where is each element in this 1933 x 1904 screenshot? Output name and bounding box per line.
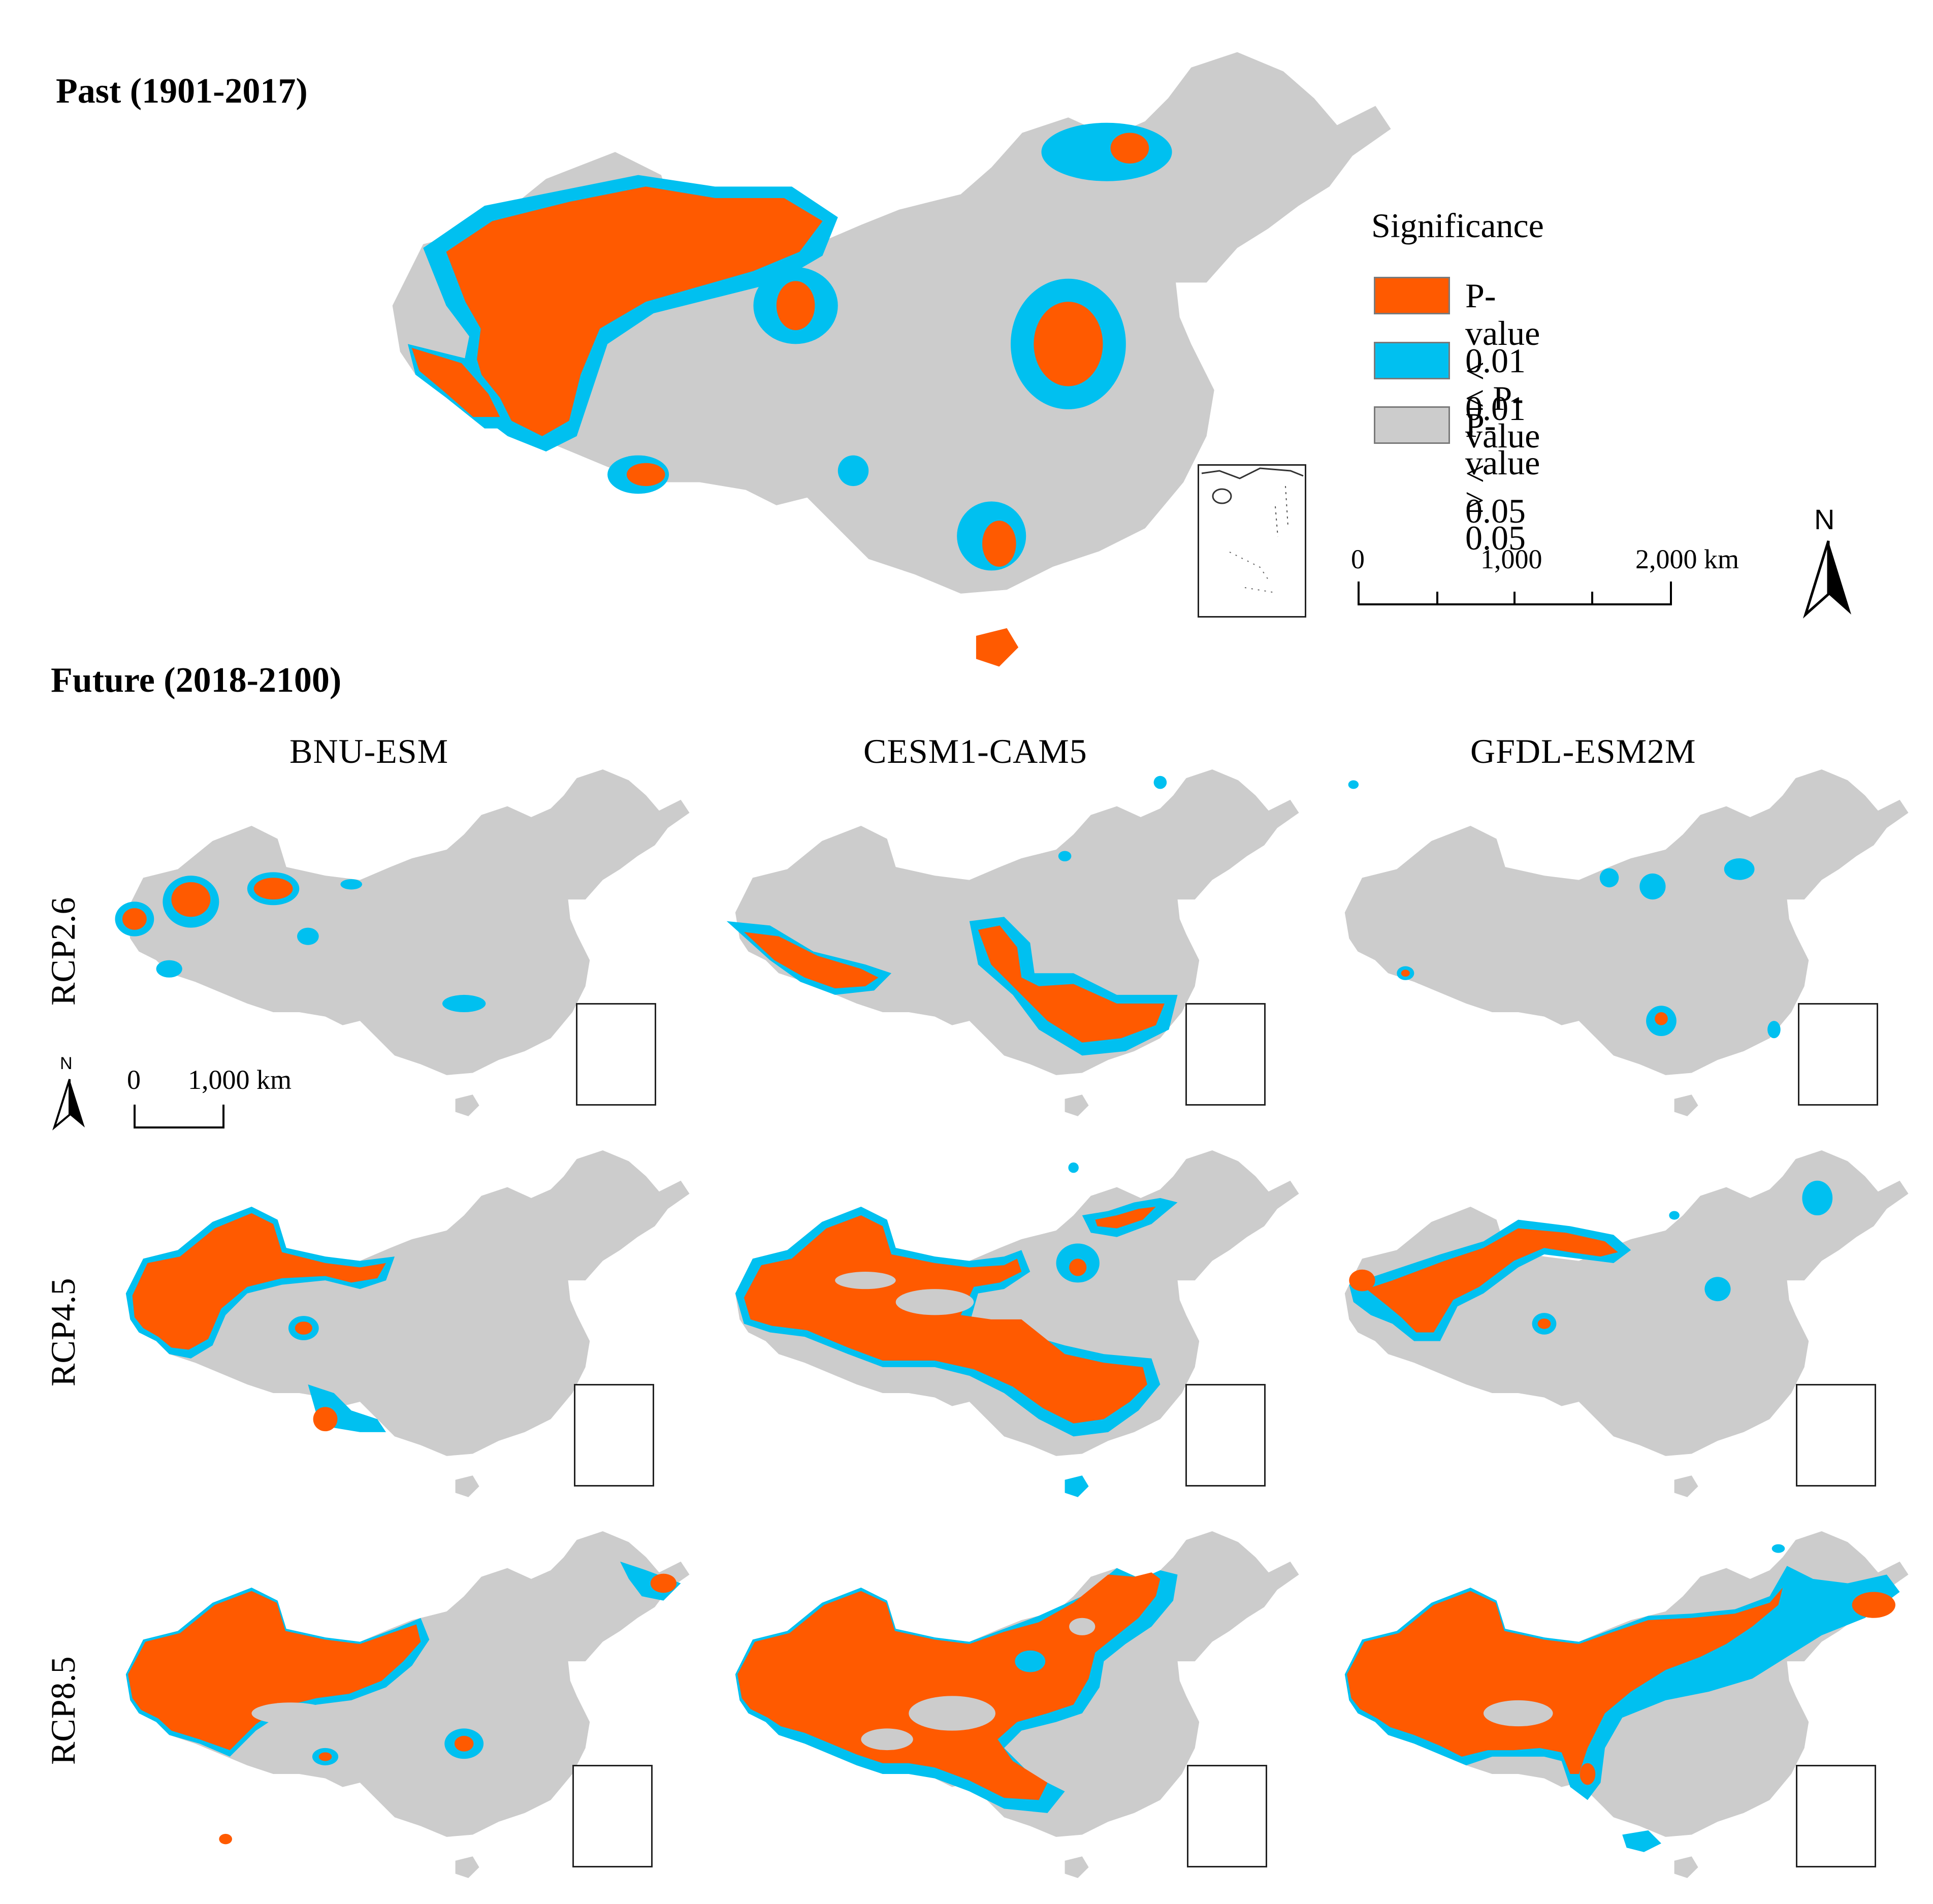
inset-cesm-rcp26 [1185, 1003, 1266, 1106]
map-past [392, 52, 1391, 667]
inset-bnu-rcp26 [576, 1003, 656, 1106]
map-gfdl-rcp85 [1344, 1531, 1909, 1878]
legend-label-p05: 0.01 ≤ P-value < 0.05 [1465, 341, 1540, 530]
north-label-small: N [60, 1054, 73, 1073]
past-title: Past (1901-2017) [56, 72, 308, 111]
col-title-gfdl: GFDL-ESM2M [1470, 732, 1696, 770]
map-bnu-rcp45 [125, 1150, 690, 1497]
col-title-cesm: CESM1-CAM5 [863, 732, 1087, 770]
scalebar-main-tick-2000: 2,000 km [1635, 544, 1739, 574]
north-arrow-small-icon [52, 1079, 85, 1131]
scalebar-main-tick-0: 0 [1351, 544, 1365, 574]
inset-south-china-sea-past [1198, 464, 1306, 618]
inset-gfdl-rcp45 [1796, 1384, 1876, 1487]
scalebar-small-tick-1000: 1,000 km [188, 1064, 292, 1095]
row-title-rcp26: RCP2.6 [44, 897, 82, 1006]
scalebar-small-tick-0: 0 [127, 1064, 141, 1095]
scalebar-small [134, 1105, 224, 1128]
map-bnu-rcp26 [115, 769, 690, 1116]
scalebar-main-tick-1000: 1,000 [1480, 544, 1542, 574]
col-title-bnu: BNU-ESM [289, 732, 449, 770]
legend-swatch-cyan [1374, 342, 1450, 379]
map-cesm-rcp26 [726, 769, 1299, 1116]
map-gfdl-rcp45 [1344, 1150, 1909, 1497]
map-bnu-rcp85 [125, 1531, 690, 1878]
map-gfdl-rcp26 [1344, 769, 1909, 1116]
inset-cesm-rcp85 [1187, 1765, 1267, 1867]
inset-bnu-rcp45 [574, 1384, 654, 1487]
future-title: Future (2018-2100) [51, 661, 342, 700]
inset-gfdl-rcp26 [1798, 1003, 1878, 1106]
row-title-rcp45: RCP4.5 [44, 1278, 82, 1386]
legend-label-pns: P-value ≥ 0.05 [1465, 406, 1540, 557]
legend-label-p01: P-value < 0.01 [1465, 276, 1540, 428]
legend-title: Significance [1371, 206, 1544, 245]
scalebar-main [1358, 582, 1672, 605]
inset-cesm-rcp45 [1185, 1384, 1266, 1487]
map-cesm-rcp85 [735, 1531, 1299, 1878]
map-cesm-rcp45 [735, 1150, 1299, 1497]
north-label-main: N [1814, 503, 1835, 535]
north-arrow-icon [1802, 540, 1851, 619]
legend-swatch-orange [1374, 277, 1450, 314]
inset-bnu-rcp85 [572, 1765, 653, 1867]
inset-gfdl-rcp85 [1796, 1765, 1876, 1867]
legend-swatch-gray [1374, 406, 1450, 444]
row-title-rcp85: RCP8.5 [44, 1656, 82, 1765]
